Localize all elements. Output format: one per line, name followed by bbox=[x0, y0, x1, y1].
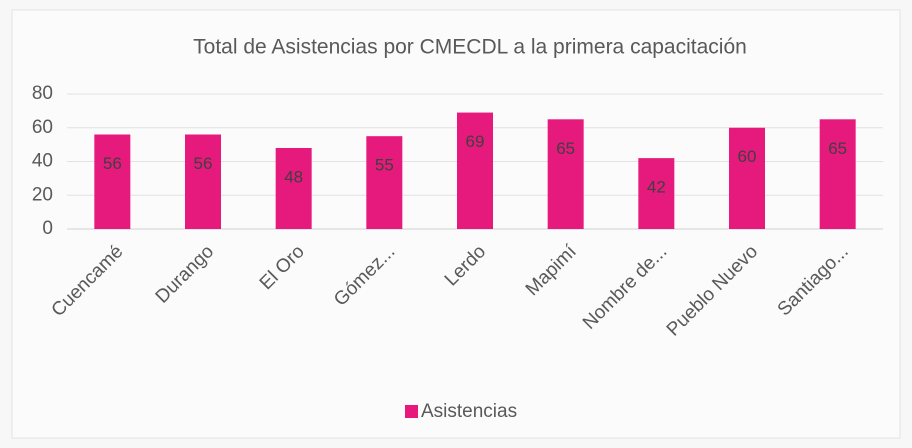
data-label: 56 bbox=[194, 154, 213, 173]
data-label: 65 bbox=[556, 139, 575, 158]
legend-swatch bbox=[405, 405, 418, 418]
data-label: 65 bbox=[828, 139, 847, 158]
chart-area bbox=[11, 9, 901, 439]
bar bbox=[366, 136, 403, 229]
legend-label: Asistencias bbox=[421, 401, 517, 422]
bar bbox=[94, 134, 131, 229]
bar bbox=[547, 119, 584, 229]
y-tick-label: 60 bbox=[32, 117, 53, 138]
data-label: 48 bbox=[284, 167, 303, 186]
bar bbox=[638, 158, 675, 229]
bar bbox=[819, 119, 856, 229]
data-label: 56 bbox=[103, 154, 122, 173]
bar bbox=[275, 148, 312, 229]
y-tick-label: 20 bbox=[32, 184, 53, 205]
data-label: 55 bbox=[375, 156, 394, 175]
y-tick-label: 80 bbox=[32, 83, 53, 104]
bar bbox=[457, 112, 493, 229]
chart-title: Total de Asistencias por CMECDL a la pri… bbox=[193, 36, 747, 59]
bar bbox=[185, 134, 221, 229]
bar bbox=[729, 127, 765, 229]
data-label: 69 bbox=[466, 132, 485, 151]
data-label: 42 bbox=[647, 178, 666, 197]
y-tick-label: 40 bbox=[32, 151, 53, 172]
data-label: 60 bbox=[738, 147, 757, 166]
y-tick-label: 0 bbox=[42, 218, 53, 239]
